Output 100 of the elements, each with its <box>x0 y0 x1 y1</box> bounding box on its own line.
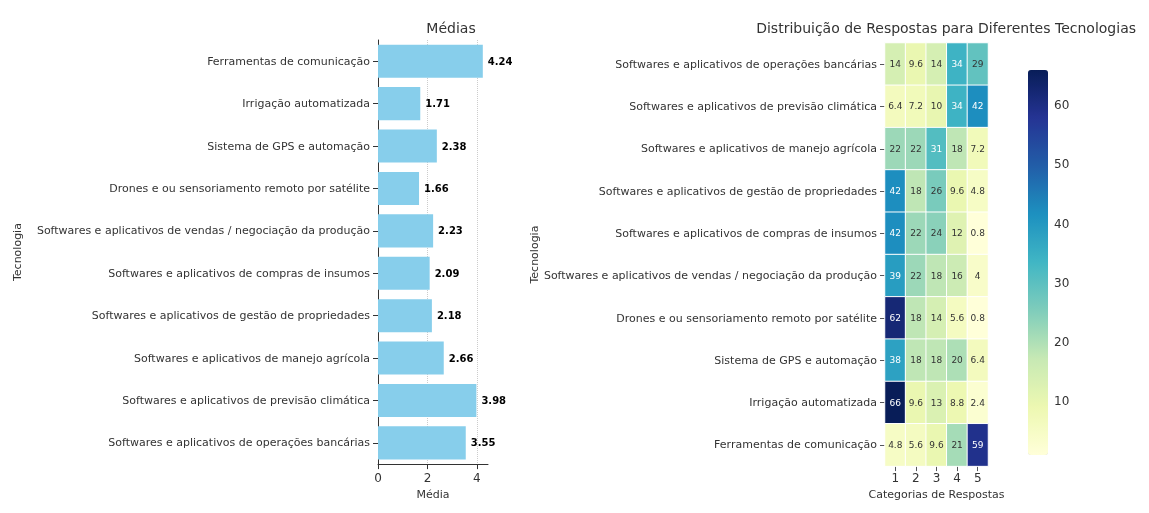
x-tick-label: 1 <box>891 471 900 486</box>
data-label: 14 <box>889 59 902 70</box>
bar <box>378 341 444 375</box>
data-label: 29 <box>971 59 984 70</box>
data-label: 62 <box>889 313 902 324</box>
data-label: 4.24 <box>487 55 513 67</box>
data-label: 14 <box>930 59 943 70</box>
y-tick-label: Sistema de GPS e automação <box>714 353 878 367</box>
y-tick-label: Irrigação automatizada <box>749 396 877 410</box>
data-label: 18 <box>930 355 943 366</box>
y-tick-label: Softwares e aplicativos de operações bancárias <box>615 57 878 71</box>
data-label: 5.6 <box>908 439 924 450</box>
x-axis-title: Categorias de Respostas <box>868 488 1005 501</box>
y-tick-label: Irrigação automatizada <box>242 97 370 111</box>
data-label: 39 <box>889 270 902 281</box>
data-label: 7.2 <box>908 101 924 112</box>
y-tick-label: Ferramentas de comunicação <box>714 438 878 452</box>
data-label: 22 <box>910 270 922 281</box>
bar <box>378 129 437 163</box>
data-label: 18 <box>910 355 922 366</box>
data-label: 9.6 <box>949 186 965 197</box>
x-tick-label: 2 <box>912 471 920 486</box>
data-label: 18 <box>930 270 943 281</box>
y-tick-label: Ferramentas de comunicação <box>207 54 371 68</box>
bar <box>378 383 477 418</box>
color-bar-label: 60 <box>1054 98 1070 113</box>
data-label: 18 <box>910 186 922 197</box>
y-tick-label: Softwares e aplicativos de operações bancárias <box>108 436 371 450</box>
bar <box>378 299 432 333</box>
data-label: 2.09 <box>434 267 460 279</box>
y-tick-label: Softwares e aplicativos de gestão de propriedades <box>91 309 371 323</box>
data-label: 10 <box>930 101 943 112</box>
x-tick-label: 3 <box>932 471 941 486</box>
data-label: 0.8 <box>970 228 986 239</box>
y-tick-label: Softwares e aplicativos de previsão climática <box>629 99 877 113</box>
x-tick-label: 4 <box>473 471 481 486</box>
data-label: 18 <box>910 313 922 324</box>
bar <box>378 44 483 78</box>
data-label: 22 <box>889 143 902 154</box>
data-label: 4.8 <box>970 186 986 197</box>
data-label: 42 <box>971 101 984 112</box>
x-tick-label: 5 <box>973 471 982 486</box>
data-label: 3.55 <box>470 437 496 449</box>
data-label: 6.4 <box>970 355 986 366</box>
data-label: 6.4 <box>888 101 903 112</box>
data-label: 26 <box>930 186 943 197</box>
data-label: 21 <box>951 439 963 450</box>
x-tick-label: 2 <box>423 471 432 486</box>
bar <box>378 87 421 121</box>
data-label: 1.66 <box>424 182 449 194</box>
y-tick-label: Softwares e aplicativos de gestão de propriedades <box>598 184 878 198</box>
y-tick-label: Softwares e aplicativos de compras de insumos <box>108 266 371 280</box>
data-label: 9.6 <box>929 439 944 450</box>
data-label: 18 <box>951 143 964 154</box>
y-tick-label: Drones e ou sensoriamento remoto por satélite <box>616 311 878 325</box>
data-label: 59 <box>971 439 984 450</box>
data-label: 5.6 <box>949 313 965 324</box>
data-label: 2.4 <box>970 397 986 408</box>
chart-title: Médias <box>426 20 476 36</box>
y-axis-title: Tecnologia <box>528 225 541 285</box>
data-label: 7.2 <box>970 143 985 154</box>
data-label: 42 <box>889 186 902 197</box>
data-label: 12 <box>951 228 963 239</box>
bar <box>378 214 434 248</box>
data-label: 22 <box>910 143 922 154</box>
chart-title: Distribuição de Respostas para Diferentes Tecnologias <box>756 20 1136 36</box>
color-bar-label: 30 <box>1054 275 1070 290</box>
data-label: 13 <box>930 397 943 408</box>
data-label: 9.6 <box>908 59 924 70</box>
x-axis-title: Média <box>416 488 450 501</box>
y-tick-label: Sistema de GPS e automação <box>207 139 371 153</box>
y-tick-label: Softwares e aplicativos de manejo agrícola <box>133 351 370 365</box>
data-label: 2.23 <box>438 225 463 237</box>
data-label: 24 <box>930 228 943 239</box>
data-label: 38 <box>889 355 902 366</box>
color-bar-label: 40 <box>1054 216 1070 231</box>
data-label: 2.66 <box>448 352 474 364</box>
y-tick-label: Softwares e aplicativos de manejo agrícola <box>640 142 877 156</box>
data-label: 22 <box>910 228 922 239</box>
data-label: 4.8 <box>888 439 903 450</box>
color-bar-label: 50 <box>1054 157 1070 172</box>
x-tick-label: 0 <box>374 471 382 486</box>
data-label: 16 <box>951 270 964 281</box>
data-label: 4 <box>974 270 981 281</box>
data-label: 2.18 <box>436 310 462 322</box>
data-label: 2.38 <box>441 140 467 152</box>
y-tick-label: Softwares e aplicativos de vendas / negociação da produção <box>36 224 371 238</box>
data-label: 3.98 <box>481 394 507 406</box>
data-label: 20 <box>951 355 964 366</box>
bar <box>378 171 420 205</box>
data-label: 34 <box>951 59 964 70</box>
y-tick-label: Drones e ou sensoriamento remoto por satélite <box>109 181 371 195</box>
y-tick-label: Softwares e aplicativos de vendas / negociação da produção <box>543 269 878 283</box>
data-label: 0.8 <box>970 313 986 324</box>
data-label: 66 <box>889 397 902 408</box>
y-tick-label: Softwares e aplicativos de compras de insumos <box>615 226 878 240</box>
bar <box>378 256 430 290</box>
data-label: 31 <box>930 143 943 154</box>
bar <box>378 426 466 460</box>
color-bar-label: 20 <box>1054 334 1070 349</box>
